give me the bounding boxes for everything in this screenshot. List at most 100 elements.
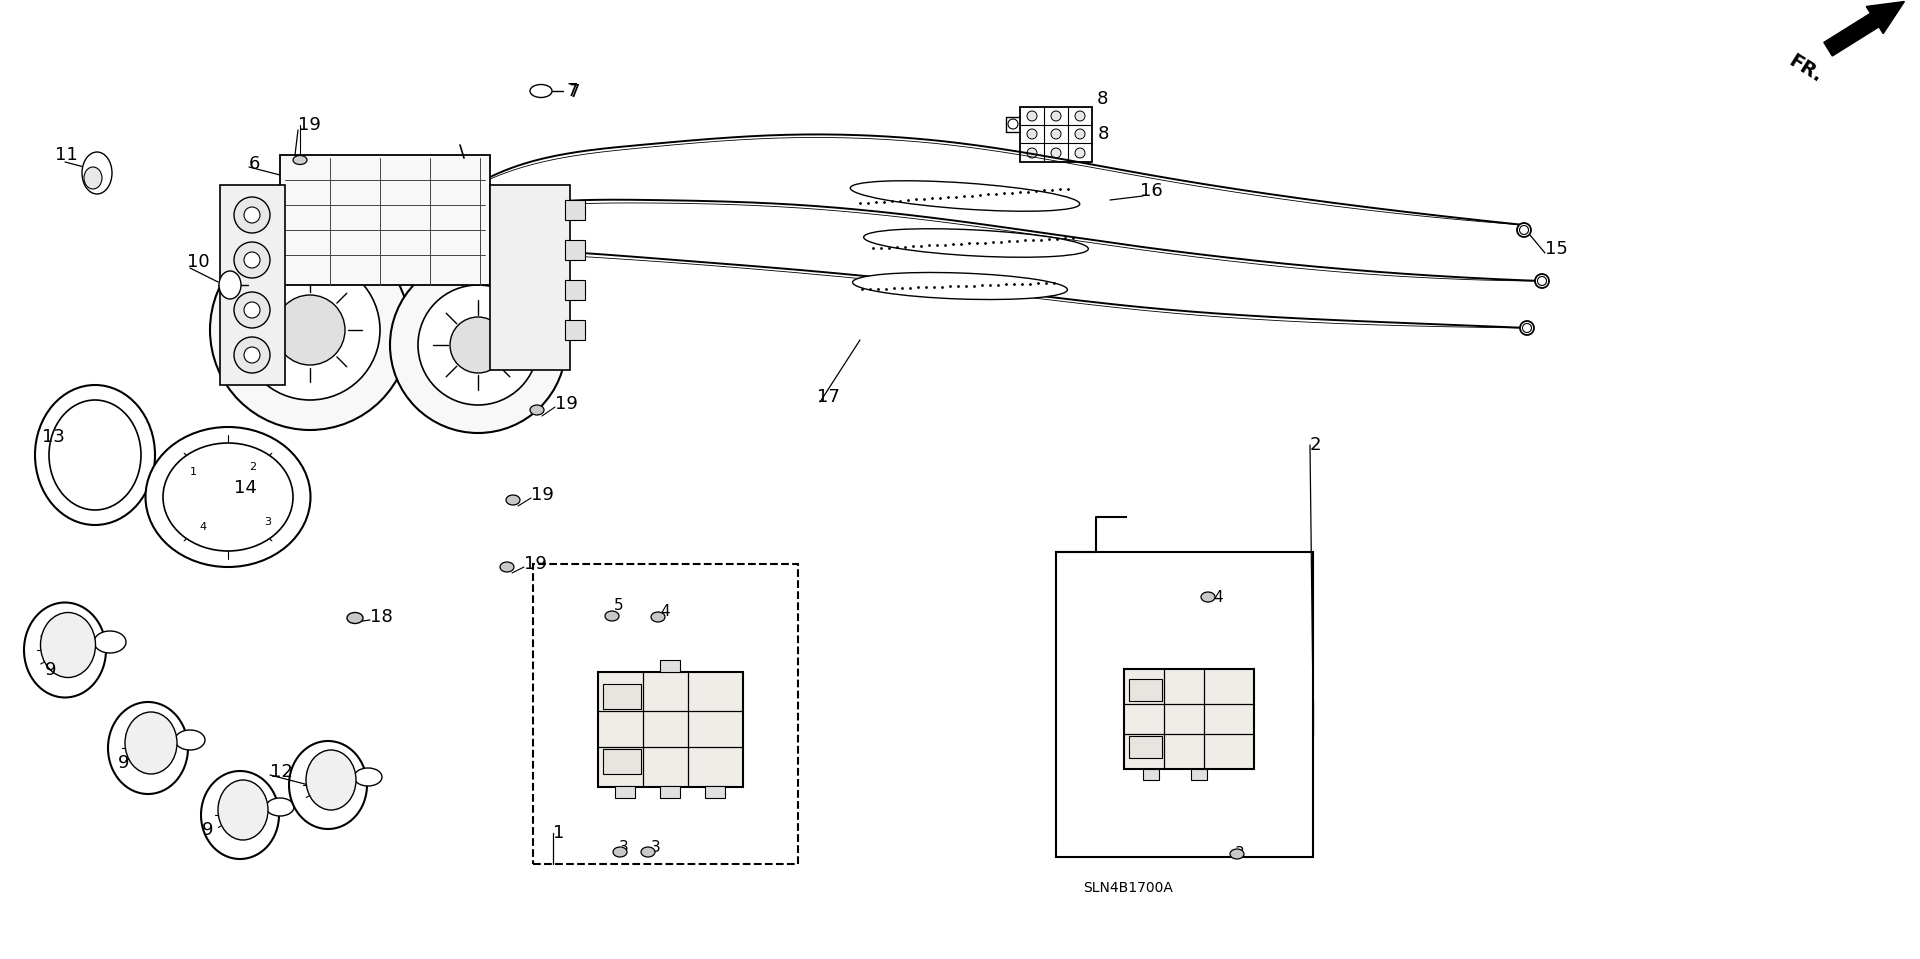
Ellipse shape [94, 631, 127, 653]
Circle shape [244, 252, 259, 268]
Ellipse shape [348, 613, 363, 623]
Ellipse shape [125, 712, 177, 774]
Bar [280, 155, 490, 285]
Text: 10: 10 [186, 253, 209, 271]
Ellipse shape [530, 405, 543, 415]
Text: 14: 14 [234, 479, 257, 497]
Text: 3: 3 [618, 840, 628, 855]
Bar [705, 786, 726, 798]
Text: 15: 15 [1546, 240, 1569, 258]
Text: 3: 3 [1235, 847, 1244, 861]
Circle shape [275, 295, 346, 365]
Bar [221, 185, 284, 385]
Ellipse shape [50, 400, 140, 510]
Ellipse shape [852, 272, 1068, 299]
Ellipse shape [290, 741, 367, 829]
Ellipse shape [146, 427, 311, 567]
Ellipse shape [605, 611, 618, 621]
Ellipse shape [641, 847, 655, 857]
Circle shape [1050, 148, 1062, 158]
Circle shape [244, 347, 259, 363]
Circle shape [1027, 148, 1037, 158]
Circle shape [240, 260, 380, 400]
Circle shape [234, 292, 271, 328]
Ellipse shape [163, 443, 294, 551]
Text: 19: 19 [298, 116, 321, 134]
Text: 9: 9 [117, 754, 129, 772]
Circle shape [234, 197, 271, 233]
Circle shape [234, 337, 271, 373]
Ellipse shape [202, 771, 278, 859]
Bar [1123, 669, 1254, 769]
Ellipse shape [507, 495, 520, 505]
Text: 5: 5 [614, 598, 624, 614]
Ellipse shape [530, 84, 553, 98]
Circle shape [1521, 321, 1534, 335]
Text: 16: 16 [1140, 182, 1164, 200]
Ellipse shape [353, 768, 382, 786]
Bar [1056, 552, 1313, 857]
Bar [660, 786, 680, 798]
Circle shape [244, 302, 259, 318]
Text: 4: 4 [1213, 590, 1223, 604]
Bar [1129, 679, 1162, 701]
Ellipse shape [305, 750, 355, 810]
Bar [564, 320, 586, 340]
Text: 7: 7 [566, 82, 578, 100]
Text: 9: 9 [44, 661, 56, 679]
Ellipse shape [219, 271, 242, 299]
Text: 1: 1 [190, 467, 196, 477]
Text: 13: 13 [42, 428, 65, 446]
Text: 9: 9 [202, 821, 213, 839]
Text: 8: 8 [1096, 90, 1108, 108]
Circle shape [1517, 223, 1530, 237]
Ellipse shape [35, 385, 156, 525]
Text: 17: 17 [818, 388, 839, 406]
Ellipse shape [219, 780, 269, 840]
Text: 11: 11 [56, 146, 77, 164]
Ellipse shape [851, 180, 1079, 211]
Text: 19: 19 [532, 486, 553, 504]
Text: 3: 3 [265, 517, 271, 527]
Text: 6: 6 [250, 155, 261, 173]
Ellipse shape [267, 798, 294, 816]
Text: 2: 2 [1309, 436, 1321, 454]
Bar [564, 200, 586, 220]
Bar [1129, 736, 1162, 758]
Bar [614, 786, 636, 798]
Text: 19: 19 [555, 395, 578, 413]
Circle shape [1027, 129, 1037, 139]
Text: SLN4B1700A: SLN4B1700A [1083, 881, 1173, 895]
Text: 18: 18 [371, 608, 394, 626]
Polygon shape [1824, 2, 1905, 56]
Circle shape [1523, 323, 1532, 333]
Ellipse shape [499, 562, 515, 572]
Text: 4: 4 [660, 603, 670, 619]
Circle shape [234, 242, 271, 278]
Ellipse shape [175, 730, 205, 750]
Bar [660, 660, 680, 672]
Bar [603, 684, 641, 709]
Text: 8: 8 [1098, 125, 1110, 143]
Text: 1: 1 [553, 824, 564, 842]
Ellipse shape [84, 167, 102, 189]
Bar [603, 749, 641, 774]
Circle shape [1008, 119, 1018, 129]
Bar [597, 672, 743, 787]
Ellipse shape [651, 612, 664, 622]
Text: 2: 2 [250, 462, 257, 472]
Bar [490, 185, 570, 370]
Circle shape [1050, 111, 1062, 121]
Bar [1190, 769, 1208, 780]
Ellipse shape [612, 847, 628, 857]
Text: FR.: FR. [1786, 52, 1826, 87]
Text: 19: 19 [524, 555, 547, 573]
Text: 7: 7 [568, 83, 580, 101]
Ellipse shape [1202, 592, 1215, 602]
Circle shape [449, 317, 507, 373]
Ellipse shape [23, 602, 106, 697]
Bar [1142, 769, 1160, 780]
Circle shape [390, 257, 566, 433]
Circle shape [419, 285, 538, 405]
Circle shape [244, 207, 259, 223]
